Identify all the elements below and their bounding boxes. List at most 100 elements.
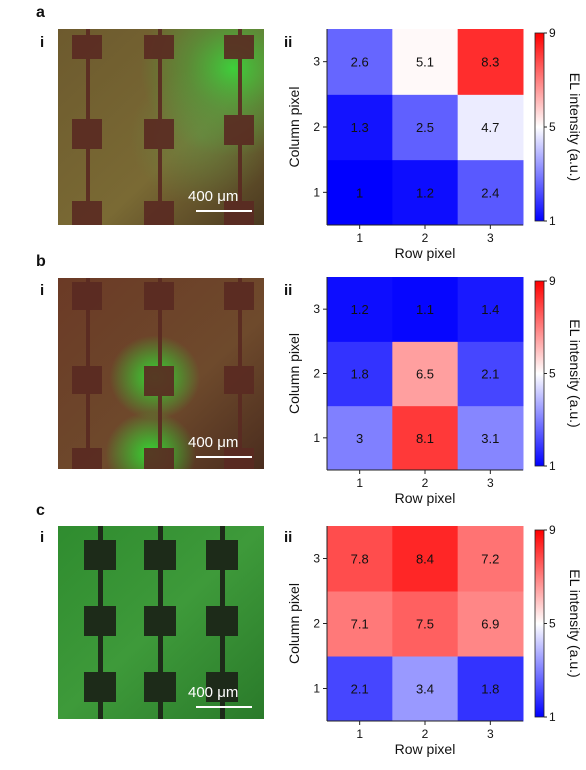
heatmap-cell [457,159,524,226]
cell-value-label: 2.5 [416,120,434,135]
x-tick-label: 3 [487,231,494,245]
cell-value-label: 1.3 [351,120,369,135]
heatmap-cell [392,405,459,471]
cell-value-label: 2.6 [351,55,369,70]
cell-value-label: 8.4 [416,552,434,567]
heatmap-cell [392,341,459,407]
scale-bar-a [196,210,252,212]
micrograph-a [58,29,264,225]
colorbar-tick-label: 5 [549,367,556,381]
cell-value-label: 5.1 [416,55,434,70]
heatmap-cell [457,405,524,471]
cell-value-label: 8.3 [481,55,499,70]
cell-value-label: 1.2 [351,302,369,317]
y-tick-label: 1 [313,431,320,445]
y-tick-label: 3 [313,302,320,316]
heatmap-b-group: 3 8.1 3.1 1.8 6.5 2.1 1.2 1.1 1.4 1 2 3 1 2 3 Row pixel… [286,274,583,506]
y-tick-label: 2 [313,617,320,631]
heatmap-cell [392,94,459,161]
colorbar-label: EL intensity (a.u.) [567,73,583,181]
x-tick-label: 3 [487,727,494,741]
scale-bar-label-a: 400 μm [188,188,239,205]
heatmap-label-a: ii [284,34,293,51]
cell-value-label: 1.2 [416,185,434,200]
micrograph-c [58,526,264,719]
heatmap-a-group: 1 1.2 2.4 1.3 2.5 4.7 2.6 5.1 8.3 1 2 3 1 2 3 Row pixel… [286,26,583,261]
heatmap-cell [457,591,524,657]
colorbar-tick-label: 5 [549,617,556,631]
colorbar-tick-label: 1 [549,710,556,724]
cell-value-label: 1.1 [416,302,434,317]
cell-value-label: 1.4 [481,302,499,317]
x-tick-label: 2 [422,727,429,741]
scale-bar-label-c: 400 μm [188,684,239,701]
micrograph-label-b: i [40,282,45,299]
colorbar-label: EL intensity (a.u.) [567,569,583,677]
y-tick-label: 3 [313,55,320,69]
micrograph-label-a: i [40,34,45,51]
y-tick-label: 1 [313,682,320,696]
micrograph-label-c: i [40,529,45,546]
heatmap-cell [327,94,393,161]
cell-value-label: 2.4 [481,185,499,200]
heatmap-label-b: ii [284,282,293,299]
x-axis-label: Row pixel [395,741,456,757]
colorbar-tick-label: 1 [549,214,556,228]
heatmap-cell [327,29,393,95]
heatmap-cell [327,341,393,407]
heatmap-cell [392,29,459,95]
heatmap-cell [392,526,459,592]
cell-value-label: 3.1 [481,431,499,446]
scale-bar-c [196,706,252,708]
heatmap-cell [327,159,393,226]
panel-letter-c: c [36,502,45,519]
colorbar-tick-label: 5 [549,120,556,134]
heatmap-cell [392,656,459,722]
y-axis-label: Column pixel [286,583,302,664]
x-tick-label: 1 [356,476,363,490]
heatmap-label-c: ii [284,529,293,546]
cell-value-label: 3.4 [416,682,434,697]
scale-bar-b [196,456,252,458]
x-tick-label: 2 [422,476,429,490]
heatmap-cell [392,277,459,342]
heatmap-cell [457,526,524,592]
colorbar-tick-label: 9 [549,274,556,288]
scale-bar-label-b: 400 μm [188,434,239,451]
colorbar [534,280,545,467]
x-axis-label: Row pixel [395,490,456,506]
cell-value-label: 8.1 [416,431,434,446]
cell-value-label: 2.1 [351,682,369,697]
y-axis-label: Column pixel [286,87,302,168]
heatmap-cell [327,405,393,471]
heatmap-cell [327,656,393,722]
cell-value-label: 1 [356,185,363,200]
cell-value-label: 6.9 [481,617,499,632]
x-axis-label: Row pixel [395,245,456,261]
cell-value-label: 1.8 [351,367,369,382]
micrograph-b [58,278,264,469]
colorbar [534,529,545,718]
colorbar-tick-label: 9 [549,26,556,40]
cell-value-label: 6.5 [416,367,434,382]
x-tick-label: 2 [422,231,429,245]
cell-value-label: 7.1 [351,617,369,632]
colorbar-tick-label: 1 [549,459,556,473]
heatmap-cell [392,159,459,226]
heatmap-cell [457,29,524,95]
y-tick-label: 2 [313,367,320,381]
heatmap-cell [457,94,524,161]
y-axis-label: Column pixel [286,333,302,414]
cell-value-label: 7.8 [351,552,369,567]
colorbar [534,32,545,222]
y-tick-label: 3 [313,552,320,566]
cell-value-label: 7.5 [416,617,434,632]
x-tick-label: 1 [356,727,363,741]
x-tick-label: 1 [356,231,363,245]
cell-value-label: 2.1 [481,367,499,382]
colorbar-tick-label: 9 [549,523,556,537]
heatmap-cell [327,277,393,342]
cell-value-label: 1.8 [481,682,499,697]
cell-value-label: 4.7 [481,120,499,135]
